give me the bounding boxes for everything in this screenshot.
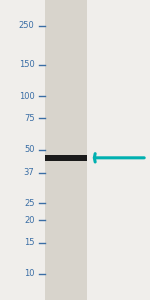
Text: 150: 150 [19, 61, 34, 70]
Bar [45, 154, 87, 161]
Text: 100: 100 [19, 92, 34, 101]
Text: 15: 15 [24, 238, 34, 247]
Text: 20: 20 [24, 216, 34, 225]
Text: 10: 10 [24, 269, 34, 278]
Text: 75: 75 [24, 114, 34, 123]
Text: 37: 37 [24, 168, 34, 177]
Text: 50: 50 [24, 145, 34, 154]
Text: 25: 25 [24, 199, 34, 208]
Text: 250: 250 [19, 21, 34, 30]
Bar [45, 0, 87, 300]
